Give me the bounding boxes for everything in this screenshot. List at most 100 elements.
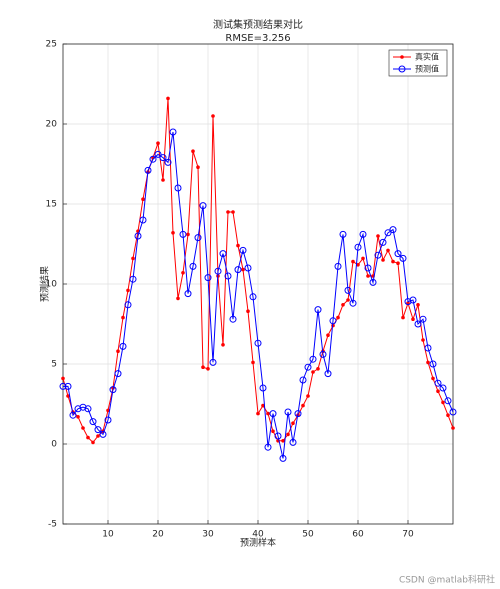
point bbox=[66, 394, 70, 398]
point bbox=[361, 256, 365, 261]
y-tick-label: -5 bbox=[48, 520, 57, 530]
point bbox=[384, 229, 392, 237]
point bbox=[326, 333, 330, 338]
point bbox=[376, 234, 380, 238]
point bbox=[181, 271, 185, 275]
x-tick-label: 40 bbox=[252, 530, 264, 540]
point bbox=[226, 210, 230, 214]
y-tick-label: 10 bbox=[46, 280, 58, 290]
point bbox=[121, 315, 125, 320]
point bbox=[344, 286, 352, 294]
point bbox=[129, 275, 137, 283]
series-line bbox=[63, 131, 454, 459]
point bbox=[269, 410, 277, 418]
point bbox=[436, 389, 440, 394]
point bbox=[81, 426, 85, 430]
point bbox=[446, 413, 450, 418]
point bbox=[271, 429, 275, 434]
point bbox=[261, 403, 265, 408]
point bbox=[109, 386, 117, 394]
point bbox=[201, 365, 205, 370]
point bbox=[96, 434, 100, 438]
point bbox=[411, 317, 415, 322]
x-tick-label: 50 bbox=[302, 530, 314, 540]
point bbox=[281, 439, 285, 443]
point bbox=[324, 370, 332, 378]
point bbox=[194, 234, 202, 242]
point bbox=[319, 350, 327, 358]
point bbox=[346, 298, 350, 302]
point bbox=[174, 184, 182, 192]
point bbox=[341, 303, 345, 307]
point bbox=[199, 202, 207, 210]
point bbox=[236, 243, 240, 248]
point bbox=[251, 360, 255, 365]
point bbox=[171, 231, 175, 235]
point bbox=[134, 232, 142, 240]
point bbox=[64, 382, 72, 390]
point bbox=[444, 397, 452, 405]
legend-label: 真实值 bbox=[415, 52, 439, 62]
legend-label: 预测值 bbox=[415, 64, 439, 74]
point bbox=[439, 384, 447, 392]
point bbox=[349, 299, 357, 307]
point bbox=[279, 454, 287, 462]
point bbox=[434, 379, 442, 387]
y-tick-label: 15 bbox=[46, 200, 57, 210]
point bbox=[364, 264, 372, 272]
point bbox=[196, 165, 200, 169]
point bbox=[104, 416, 112, 424]
point bbox=[409, 296, 417, 304]
legend-marker bbox=[398, 65, 406, 73]
point bbox=[449, 408, 457, 416]
point bbox=[316, 367, 320, 371]
point bbox=[366, 274, 370, 278]
point bbox=[304, 363, 312, 371]
point bbox=[164, 158, 172, 166]
point bbox=[69, 411, 77, 419]
point bbox=[89, 418, 97, 426]
point bbox=[399, 254, 407, 262]
point bbox=[76, 415, 80, 419]
point bbox=[131, 256, 135, 261]
point bbox=[339, 230, 347, 238]
point bbox=[176, 296, 180, 301]
point bbox=[169, 128, 177, 136]
point bbox=[401, 315, 405, 320]
x-axis-label: 预测样本 bbox=[240, 537, 276, 549]
point bbox=[79, 403, 87, 411]
point bbox=[139, 216, 147, 224]
point bbox=[224, 272, 232, 280]
point bbox=[291, 421, 295, 426]
point bbox=[311, 370, 315, 374]
point bbox=[301, 403, 305, 408]
x-tick-label: 10 bbox=[102, 530, 114, 540]
point bbox=[229, 315, 237, 323]
point bbox=[86, 435, 90, 440]
point bbox=[141, 197, 145, 201]
point bbox=[161, 178, 165, 182]
chart-subtitle: RMSE=3.256 bbox=[225, 33, 290, 44]
chart-title: 测试集预测结果对比 bbox=[213, 18, 303, 31]
point bbox=[431, 376, 435, 381]
point bbox=[336, 315, 340, 320]
point bbox=[284, 408, 292, 416]
point bbox=[369, 278, 377, 286]
point bbox=[204, 274, 212, 282]
point bbox=[241, 267, 245, 272]
point bbox=[451, 426, 455, 430]
point bbox=[289, 438, 297, 446]
point bbox=[309, 355, 317, 363]
point bbox=[239, 246, 247, 254]
point bbox=[219, 250, 227, 258]
point bbox=[286, 432, 290, 437]
point bbox=[179, 230, 187, 238]
point bbox=[334, 262, 342, 270]
point bbox=[356, 263, 360, 267]
point bbox=[374, 251, 382, 259]
point bbox=[419, 315, 427, 323]
point bbox=[94, 426, 102, 434]
point bbox=[254, 339, 262, 347]
